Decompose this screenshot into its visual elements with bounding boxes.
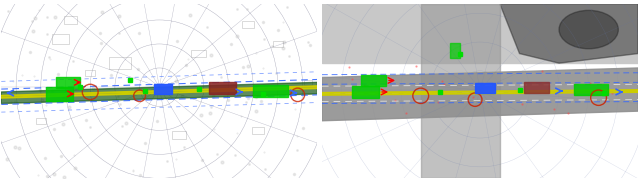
Polygon shape [1,82,317,104]
Bar [109,57,131,69]
Bar [362,75,386,86]
Bar [253,85,288,97]
Bar [209,82,236,94]
Bar [52,34,70,44]
Bar [451,43,460,58]
Bar [243,21,254,28]
Polygon shape [500,4,638,63]
Bar [303,80,312,85]
Bar [252,127,264,134]
Bar [191,50,206,57]
Bar [85,70,95,76]
Polygon shape [322,68,638,121]
Bar [420,4,500,178]
Bar [524,82,549,93]
Bar [574,84,609,95]
Bar [45,87,74,101]
Bar [63,16,77,24]
Bar [154,84,172,94]
Bar [36,118,45,124]
Bar [56,77,81,88]
Bar [322,4,638,63]
Bar [172,131,186,139]
Ellipse shape [559,10,618,49]
Bar [475,83,495,93]
Bar [351,86,380,98]
Bar [273,41,283,47]
